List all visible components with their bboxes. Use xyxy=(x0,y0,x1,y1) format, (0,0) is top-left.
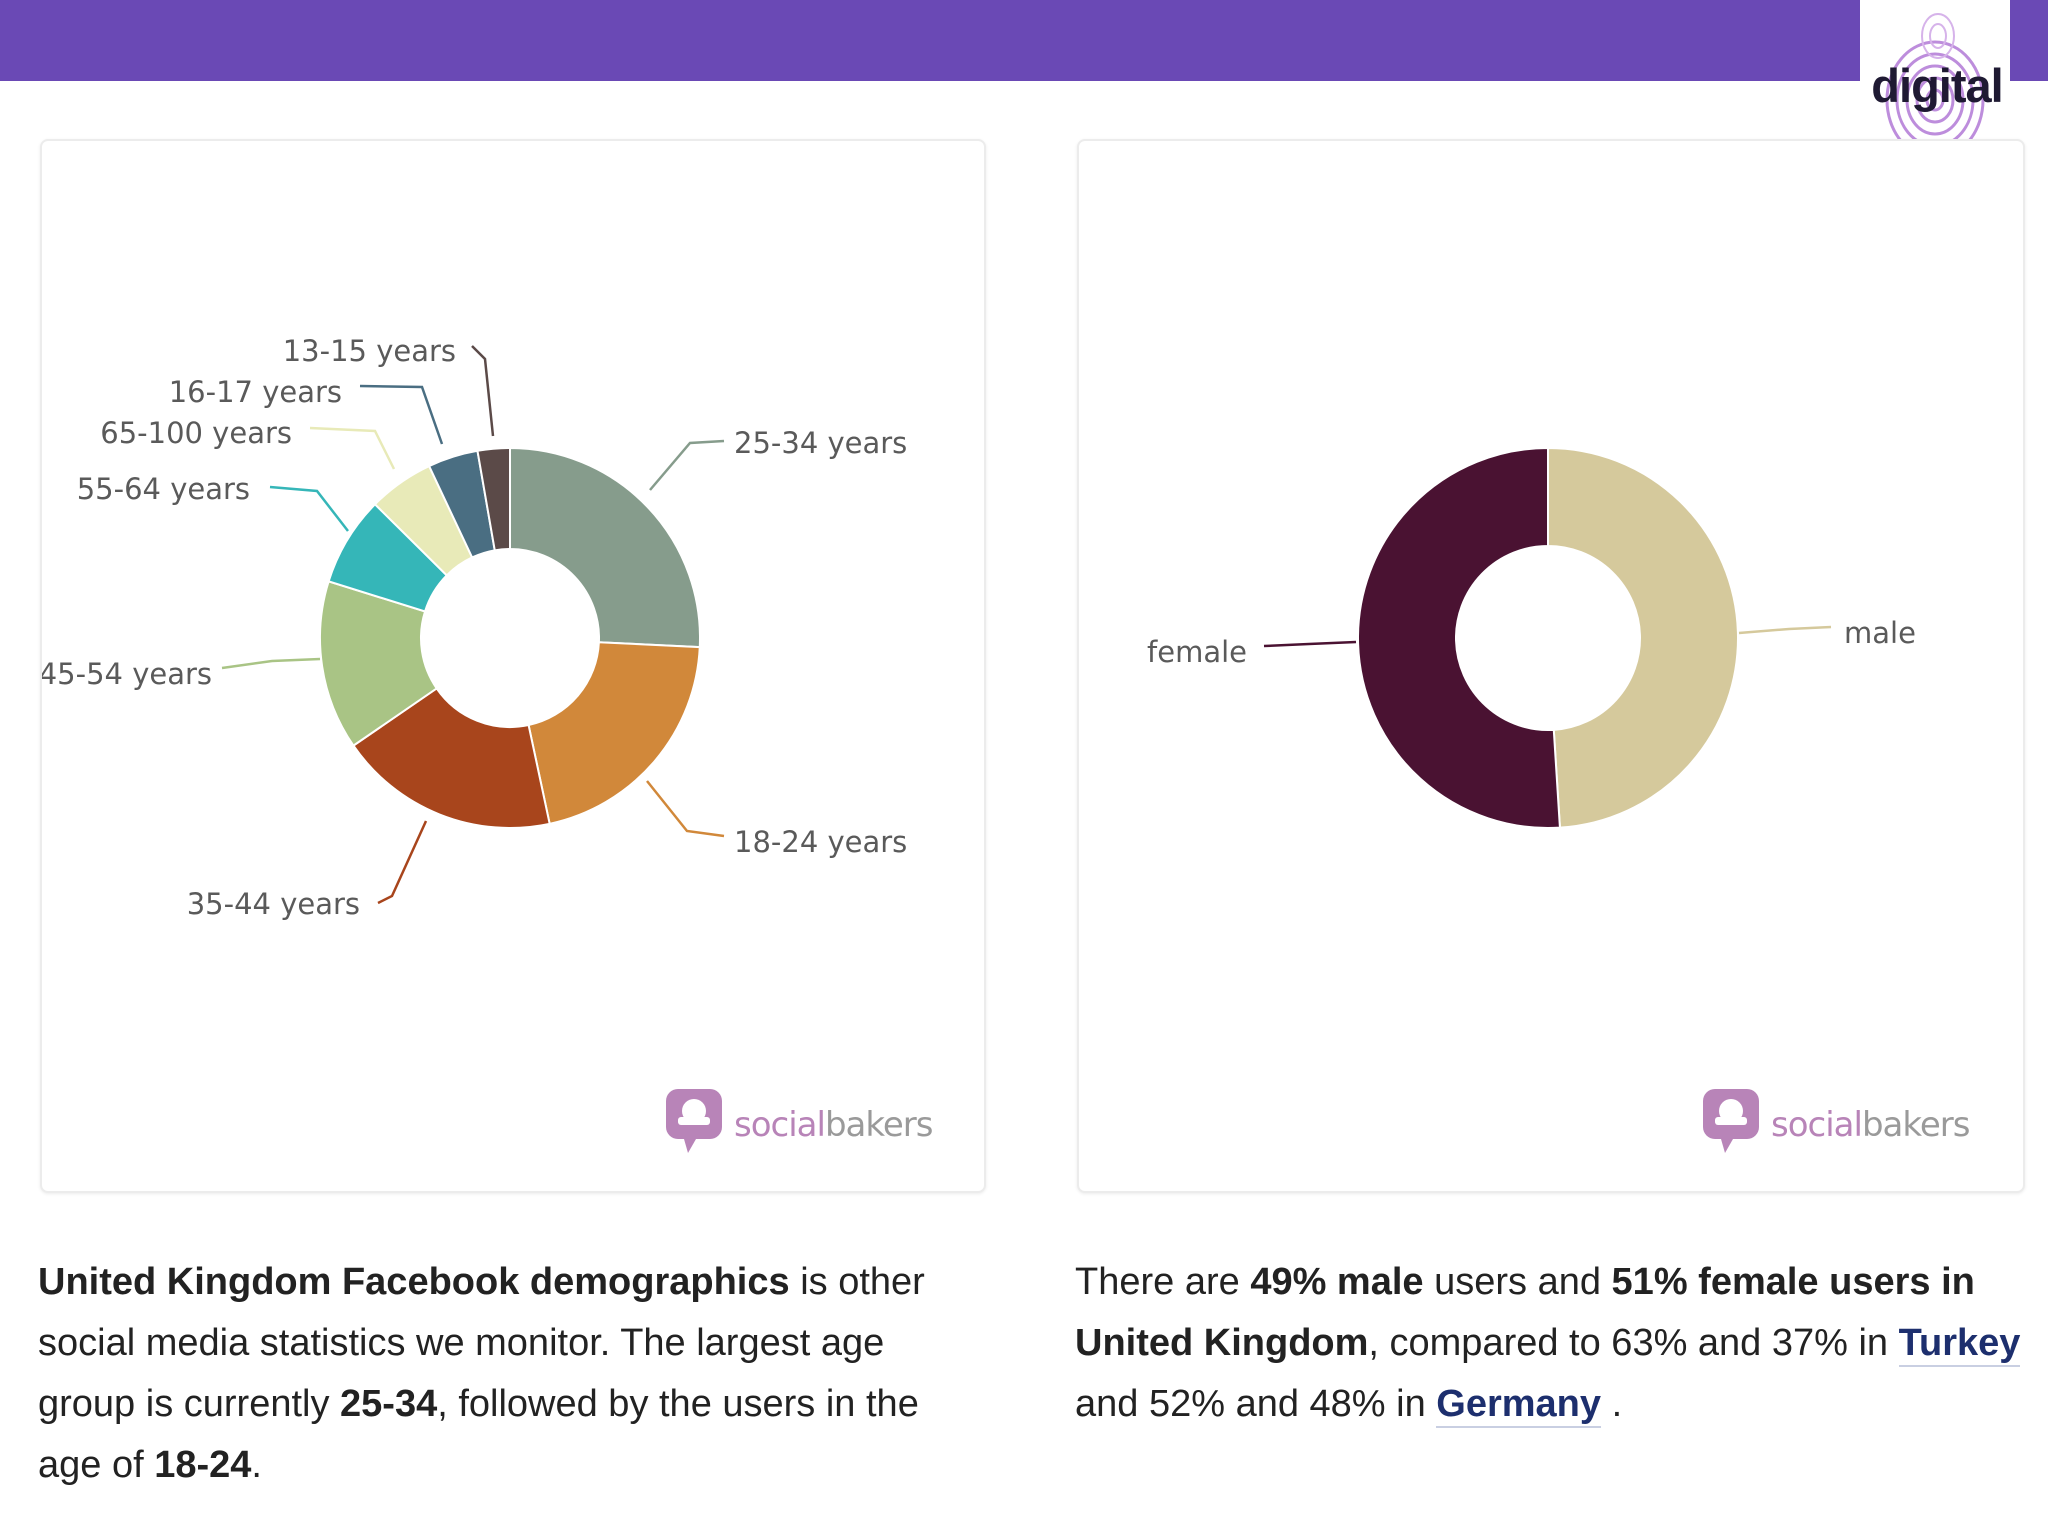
caption-text: . xyxy=(251,1444,262,1486)
age-caption: United Kingdom Facebook demographics is … xyxy=(38,1252,988,1496)
caption-text: is other social media statistics we moni… xyxy=(38,1261,925,1425)
label-55-64-years: 55-64 years xyxy=(77,472,250,506)
watermark-part1: social xyxy=(734,1105,826,1145)
slice-13-15-years[interactable] xyxy=(476,446,511,552)
leader-line-female xyxy=(1263,640,1357,648)
label-45-54-years: 45-54 years xyxy=(42,657,212,691)
slice-25-34-years[interactable] xyxy=(509,446,701,649)
slice-18-24-years[interactable] xyxy=(527,641,701,826)
label-13-15-years: 13-15 years xyxy=(283,334,456,368)
label-25-34-years: 25-34 years xyxy=(734,426,907,460)
slice-35-44-years[interactable] xyxy=(352,687,551,829)
leader-line-25-34-years xyxy=(649,439,725,491)
caption-bold: 25-34 xyxy=(340,1383,438,1425)
leader-line-35-44-years xyxy=(377,820,428,905)
turkey-link[interactable]: Turkey xyxy=(1898,1322,2021,1367)
leader-line-45-54-years xyxy=(221,657,321,670)
caption-text: , compared to 63% and 37% in xyxy=(1368,1322,1899,1364)
socialbakers-logo-icon xyxy=(1703,1089,1759,1153)
gender-chart-panel: male female socialbakers xyxy=(1077,139,2025,1193)
leader-line-16-17-years xyxy=(359,384,444,445)
socialbakers-logo-icon xyxy=(666,1089,722,1153)
caption-bold: 49% male xyxy=(1250,1261,1424,1303)
germany-link[interactable]: Germany xyxy=(1436,1383,1602,1428)
slice-male[interactable] xyxy=(1547,446,1739,829)
gender-caption: There are 49% male users and 51% female … xyxy=(1075,1252,2035,1435)
label-18-24-years: 18-24 years xyxy=(734,825,907,859)
caption-bold: 51% female users in United Kingdom xyxy=(1075,1261,1975,1364)
caption-text: users and xyxy=(1423,1261,1612,1303)
leader-line-male xyxy=(1738,625,1832,635)
label-male: male xyxy=(1844,616,1916,650)
leader-line-55-64-years xyxy=(269,485,349,532)
label-16-17-years: 16-17 years xyxy=(169,375,342,409)
leader-line-13-15-years xyxy=(471,345,495,437)
leader-line-18-24-years xyxy=(646,780,725,838)
caption-text: and 52% and 48% in xyxy=(1075,1383,1437,1425)
gender-donut-chart: male female xyxy=(1147,446,1916,829)
brand-name: digital xyxy=(1871,59,2003,112)
age-chart-panel: 25-34 years 18-24 years 35-44 years 45-54 y… xyxy=(40,139,986,1193)
caption-bold: 18-24 xyxy=(154,1444,252,1486)
age-donut-chart: 25-34 years 18-24 years 35-44 years 45-54 y… xyxy=(42,334,907,921)
watermark-part2: bakers xyxy=(1861,1105,1971,1145)
label-female: female xyxy=(1147,635,1247,669)
slice-female[interactable] xyxy=(1357,446,1561,829)
label-65-100-years: 65-100 years xyxy=(100,416,292,450)
header-banner xyxy=(0,0,2048,81)
leader-line-65-100-years xyxy=(309,426,396,470)
caption-text: . xyxy=(1601,1383,1623,1425)
caption-bold: United Kingdom Facebook demographics xyxy=(38,1261,790,1303)
watermark-part1: social xyxy=(1771,1105,1863,1145)
caption-text: There are xyxy=(1075,1261,1251,1303)
caption-text: , followed by the users in the age of xyxy=(38,1383,919,1486)
watermark-part2: bakers xyxy=(824,1105,934,1145)
label-35-44-years: 35-44 years xyxy=(187,887,360,921)
